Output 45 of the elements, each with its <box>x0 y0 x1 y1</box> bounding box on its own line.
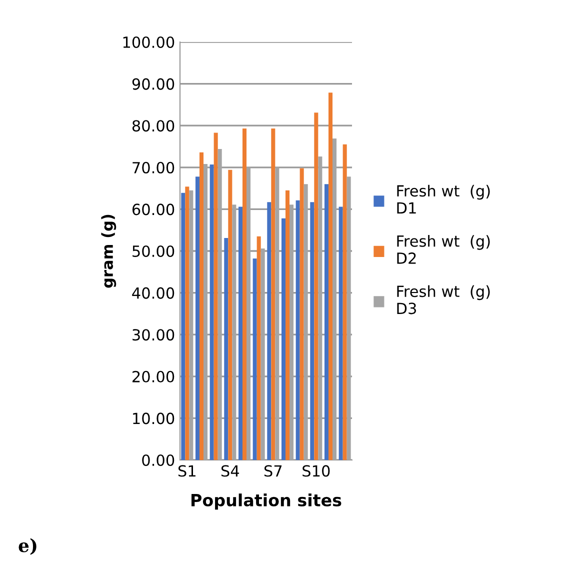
legend-label: Fresh wt (g) D2 <box>397 235 490 264</box>
y-axis-title: gram (g) <box>101 214 116 288</box>
legend-label: Fresh wt (g) D1 <box>397 184 490 214</box>
bar <box>238 206 242 460</box>
bar <box>224 238 228 460</box>
x-tick-label: S10 <box>302 465 330 477</box>
y-tick-label: 40.00 <box>132 287 174 299</box>
y-tick-label: 20.00 <box>132 370 174 382</box>
bar <box>314 112 318 460</box>
x-tick-label: S7 <box>264 465 282 477</box>
y-tick-label: 30.00 <box>132 329 174 341</box>
y-tick-label: 10.00 <box>133 412 174 424</box>
bar <box>210 164 214 460</box>
x-axis-title: Population sites <box>192 494 342 510</box>
bar <box>296 200 300 460</box>
bar <box>271 128 276 460</box>
bar <box>342 144 347 460</box>
bar <box>300 168 304 460</box>
y-tick-label: 50.00 <box>132 245 174 258</box>
y-tick-label: 80.00 <box>132 120 174 132</box>
bar <box>185 186 190 460</box>
bar <box>195 176 200 460</box>
bar <box>242 128 247 460</box>
bar <box>267 202 272 460</box>
bar <box>324 184 328 460</box>
bar <box>181 192 186 460</box>
x-tick-label: S4 <box>221 465 240 477</box>
bar <box>281 218 286 460</box>
bar <box>214 132 218 460</box>
bar <box>199 152 204 460</box>
y-tick-label: 90.00 <box>132 78 174 90</box>
y-tick-label: 0.00 <box>142 454 174 466</box>
bar <box>256 236 261 460</box>
bar <box>338 206 343 460</box>
text: e) <box>18 538 36 555</box>
bar <box>228 170 232 460</box>
y-tick-label: 60.00 <box>132 204 174 216</box>
bar <box>252 258 257 460</box>
bar <box>310 202 314 460</box>
bar <box>328 92 333 460</box>
legend-label: Fresh wt (g) D3 <box>397 285 490 314</box>
y-tick-label: 70.00 <box>132 162 174 174</box>
x-tick-label: S1 <box>178 465 196 477</box>
y-tick-label: 100.00 <box>123 36 174 48</box>
bar <box>285 190 290 460</box>
